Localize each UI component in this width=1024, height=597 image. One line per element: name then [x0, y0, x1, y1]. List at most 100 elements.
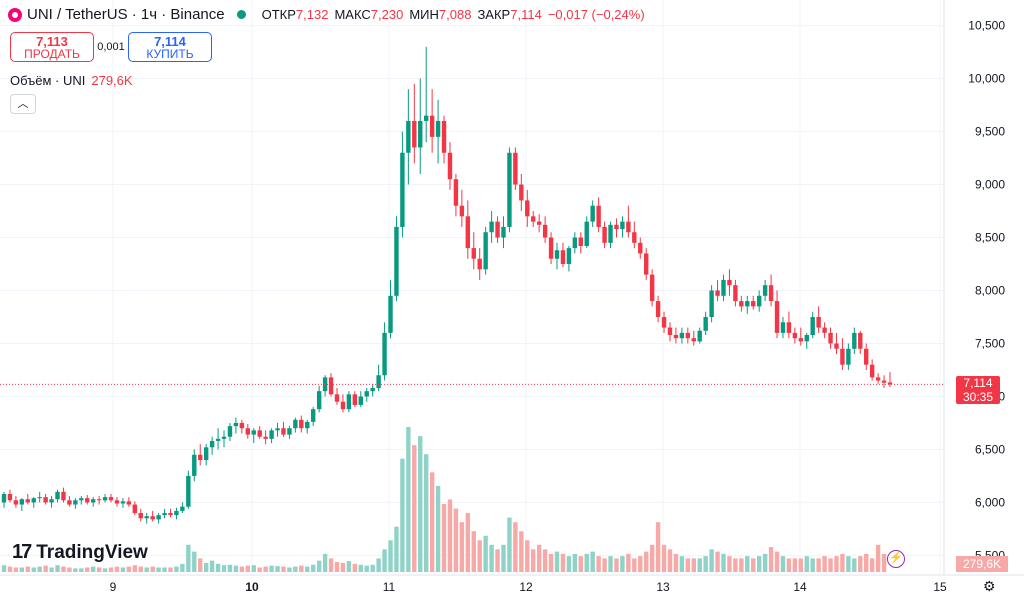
volume-bar	[822, 556, 827, 572]
volume-bar	[49, 567, 54, 572]
flash-icon[interactable]: ⚡	[887, 550, 905, 568]
x-tick-label: 10	[245, 580, 259, 594]
volume-bar	[13, 567, 19, 572]
candle-body	[7, 493, 13, 501]
volume-bar	[715, 551, 720, 572]
uni-logo-icon	[8, 7, 22, 22]
candle-body	[126, 501, 132, 505]
volume-bar	[305, 566, 310, 572]
volume-bar	[858, 556, 863, 572]
candle-body	[186, 475, 191, 507]
candle-body	[418, 120, 423, 148]
candle-body	[322, 377, 328, 392]
candle-body	[168, 513, 173, 516]
candle-body	[715, 290, 720, 296]
candle-body	[203, 447, 209, 461]
candle-body	[67, 500, 72, 505]
candle-body	[61, 491, 66, 501]
sell-label: ПРОДАТЬ	[24, 47, 80, 61]
close-value: 7,114	[510, 7, 542, 22]
volume-bar	[691, 558, 696, 572]
symbol-title[interactable]: UNI / TetherUS · 1ч · Binance	[27, 6, 225, 23]
candle-body	[869, 364, 875, 378]
volume-bar	[590, 551, 595, 572]
volume-bar	[459, 522, 465, 572]
volume-bar	[673, 553, 679, 572]
candle-body	[768, 285, 774, 302]
volume-bar	[281, 566, 286, 572]
volume-bar	[423, 454, 429, 572]
settings-gear-icon[interactable]: ⚙	[983, 578, 996, 594]
volume-bar	[227, 564, 233, 572]
candle-body	[762, 285, 768, 296]
candle-body	[661, 316, 667, 328]
volume-bar	[376, 558, 381, 572]
candle-body	[667, 327, 673, 336]
candle-body	[572, 237, 578, 249]
candle-body	[786, 322, 792, 333]
candle-body	[691, 338, 696, 342]
y-tick-label: 10,000	[968, 72, 1005, 86]
volume-bar	[614, 558, 619, 572]
candle-body	[655, 301, 661, 317]
candle-body	[626, 221, 631, 233]
volume-bar	[186, 544, 191, 572]
tradingview-logo[interactable]: 17 TradingView	[12, 541, 148, 564]
candle-body	[709, 290, 714, 317]
volume-bar	[542, 549, 548, 572]
candle-body	[810, 316, 815, 336]
candle-body	[513, 152, 518, 185]
volume-bar	[90, 566, 96, 572]
candle-body	[578, 237, 583, 246]
candle-body	[19, 499, 25, 505]
candle-body	[73, 500, 78, 505]
candle-body	[120, 501, 126, 504]
candle-body	[816, 316, 821, 328]
candle-body	[233, 422, 239, 427]
volume-bar	[655, 522, 661, 572]
candle-body	[602, 226, 607, 243]
candle-body	[13, 500, 19, 505]
candle-body	[554, 250, 560, 259]
candle-body	[745, 301, 750, 307]
y-tick-label: 6,500	[975, 442, 1005, 456]
volume-bar	[638, 556, 643, 572]
volume-bar	[114, 566, 120, 572]
candle-body	[239, 422, 245, 429]
tradingview-mark-icon: 17	[12, 541, 32, 563]
candle-body	[138, 513, 143, 519]
candle-body	[245, 428, 250, 435]
candle-body	[382, 332, 387, 376]
volume-bar	[358, 564, 363, 572]
candle-body	[840, 348, 845, 365]
candle-body	[584, 221, 589, 246]
close-label: ЗАКР	[477, 7, 511, 22]
volume-bar	[275, 566, 280, 572]
candle-body	[132, 504, 138, 514]
candle-body	[739, 301, 744, 307]
candle-body	[162, 513, 167, 516]
volume-bar	[667, 549, 673, 572]
volume-bar	[150, 566, 155, 572]
candle-body	[501, 226, 506, 238]
collapse-button[interactable]: ︿	[10, 94, 36, 114]
volume-bar	[61, 566, 66, 572]
volume-bar	[566, 556, 572, 572]
volume-bar	[400, 458, 405, 572]
volume-bar	[55, 565, 60, 572]
volume-bar	[382, 549, 387, 572]
volume-bar	[334, 562, 340, 572]
candle-body	[459, 205, 465, 217]
volume-bar	[352, 563, 358, 572]
volume-bar	[293, 566, 298, 572]
buy-button[interactable]: 7,114 КУПИТЬ	[128, 32, 212, 62]
sell-button[interactable]: 7,113 ПРОДАТЬ	[10, 32, 94, 62]
volume-legend[interactable]: Объём · UNI 279,6K	[10, 73, 133, 88]
y-tick-label: 8,000	[975, 284, 1005, 298]
candle-body	[180, 506, 185, 511]
candle-body	[429, 115, 435, 137]
market-open-icon	[236, 10, 246, 19]
volume-bar	[465, 513, 471, 572]
candle-body	[536, 221, 542, 225]
